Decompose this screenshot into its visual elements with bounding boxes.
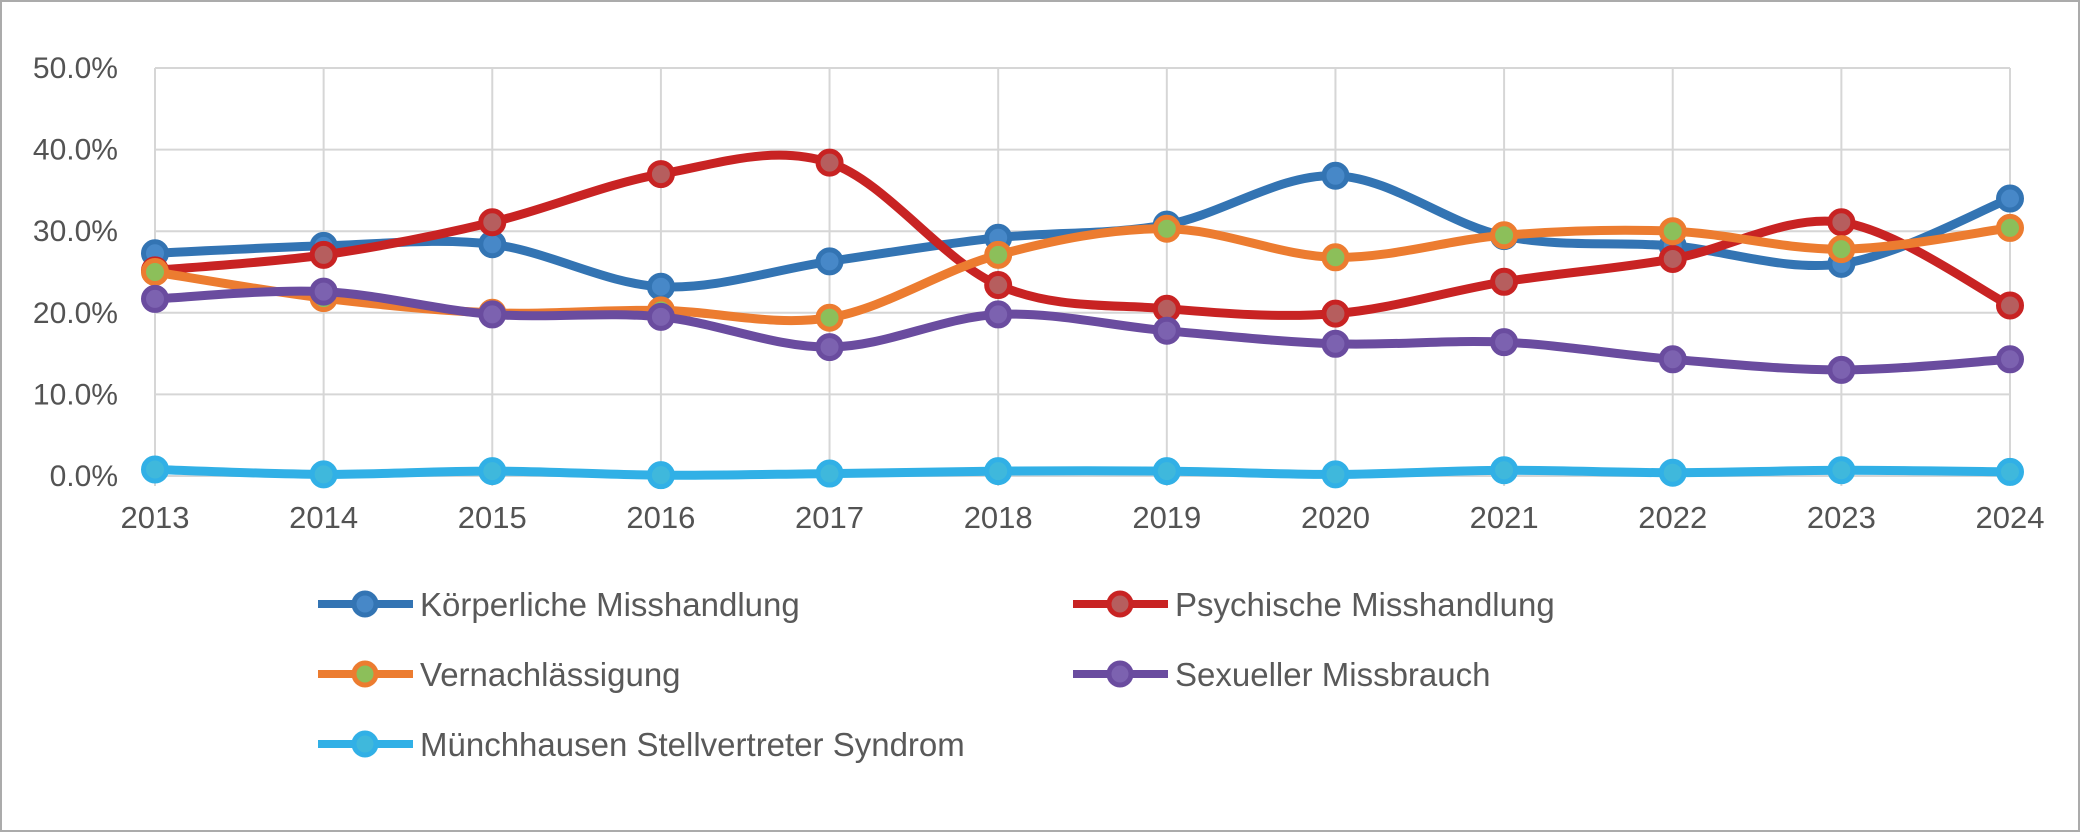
legend-marker-icon	[318, 590, 413, 618]
legend-label: Sexueller Missbrauch	[1175, 655, 1491, 693]
chart-legend: Körperliche Misshandlung Psychische Miss…	[318, 582, 1555, 766]
legend-marker-icon	[318, 730, 413, 758]
series-1-marker	[1996, 291, 2024, 320]
series-3-marker	[815, 333, 844, 362]
y-axis-tick-label: 0.0%	[50, 460, 118, 493]
series-1-marker	[1490, 267, 1519, 296]
legend-item-muenchhausen-stellvertreter-syndrom: Münchhausen Stellvertreter Syndrom	[318, 722, 1073, 766]
series-0-marker	[1996, 184, 2024, 213]
x-axis-tick-label: 2024	[1976, 500, 2045, 535]
y-axis-tick-label: 10.0%	[33, 378, 118, 411]
x-axis-tick-label: 2015	[458, 500, 527, 535]
series-2-marker	[815, 303, 844, 332]
x-axis-tick-label: 2016	[626, 500, 695, 535]
y-axis-tick-label: 20.0%	[33, 297, 118, 330]
series-0-marker	[646, 272, 675, 301]
series-3-marker	[478, 300, 507, 329]
x-axis-tick-label: 2022	[1638, 500, 1707, 535]
x-axis-tick-label: 2014	[289, 500, 358, 535]
series-1-marker	[1658, 244, 1687, 273]
series-1-marker	[1827, 208, 1856, 237]
y-axis-tick-label: 50.0%	[33, 52, 118, 85]
series-3-marker	[646, 302, 675, 331]
legend-marker-icon	[1073, 590, 1168, 618]
legend-item-psychische-misshandlung: Psychische Misshandlung	[1073, 582, 1555, 626]
x-axis-tick-label: 2021	[1470, 500, 1539, 535]
series-0-marker	[815, 247, 844, 276]
legend-label: Vernachlässigung	[420, 655, 681, 693]
series-4-marker	[309, 460, 338, 489]
series-3-marker	[141, 284, 169, 313]
legend-label: Körperliche Misshandlung	[420, 585, 800, 623]
series-2-marker	[1321, 243, 1350, 272]
legend-label: Psychische Misshandlung	[1175, 585, 1555, 623]
series-4-marker	[1996, 457, 2024, 486]
x-axis-tick-label: 2017	[795, 500, 864, 535]
series-4-marker	[478, 457, 507, 486]
series-3-marker	[309, 277, 338, 306]
series-3-marker	[1827, 355, 1856, 384]
legend-item-sexueller-missbrauch: Sexueller Missbrauch	[1073, 652, 1555, 696]
series-line-1	[150, 150, 2015, 320]
series-4-marker	[646, 461, 675, 490]
x-axis-tick-label: 2020	[1301, 500, 1370, 535]
series-4-marker	[815, 459, 844, 488]
legend-item-koerperliche-misshandlung: Körperliche Misshandlung	[318, 582, 1073, 626]
legend-label: Münchhausen Stellvertreter Syndrom	[420, 725, 965, 763]
series-2-marker	[1658, 217, 1687, 246]
legend-marker-icon	[1073, 660, 1168, 688]
series-4-marker	[1152, 457, 1181, 486]
y-axis-tick-label: 30.0%	[33, 215, 118, 248]
series-4-marker	[141, 455, 169, 484]
legend-item-vernachlaessigung: Vernachlässigung	[318, 652, 1073, 696]
series-3-marker	[984, 300, 1013, 329]
series-1-marker	[478, 208, 507, 237]
series-2-marker	[1996, 213, 2024, 242]
series-line-3	[150, 286, 2015, 375]
series-1-marker	[815, 148, 844, 177]
series-3-marker	[1996, 345, 2024, 374]
series-4-marker	[984, 457, 1013, 486]
series-0-marker	[1321, 161, 1350, 190]
x-axis-tick-label: 2019	[1132, 500, 1201, 535]
x-axis-tick-label: 2023	[1807, 500, 1876, 535]
series-1-marker	[984, 271, 1013, 300]
series-line-4	[150, 464, 2015, 480]
series-2-marker	[1152, 214, 1181, 243]
series-4-marker	[1658, 458, 1687, 487]
series-4-marker	[1321, 460, 1350, 489]
series-1-marker	[646, 160, 675, 189]
x-axis-tick-label: 2018	[964, 500, 1033, 535]
series-3-marker	[1152, 316, 1181, 345]
series-1-marker	[309, 240, 338, 269]
series-4-marker	[1490, 456, 1519, 485]
series-3-marker	[1490, 328, 1519, 357]
series-2-marker	[984, 240, 1013, 269]
series-4-marker	[1827, 456, 1856, 485]
series-2-marker	[1490, 221, 1519, 250]
x-axis-tick-label: 2013	[121, 500, 190, 535]
series-2-marker	[141, 258, 169, 286]
series-3-marker	[1321, 329, 1350, 358]
series-2-marker	[1827, 235, 1856, 264]
legend-marker-icon	[318, 660, 413, 688]
y-axis-tick-label: 40.0%	[33, 134, 118, 167]
series-3-marker	[1658, 345, 1687, 374]
series-1-marker	[1321, 299, 1350, 328]
